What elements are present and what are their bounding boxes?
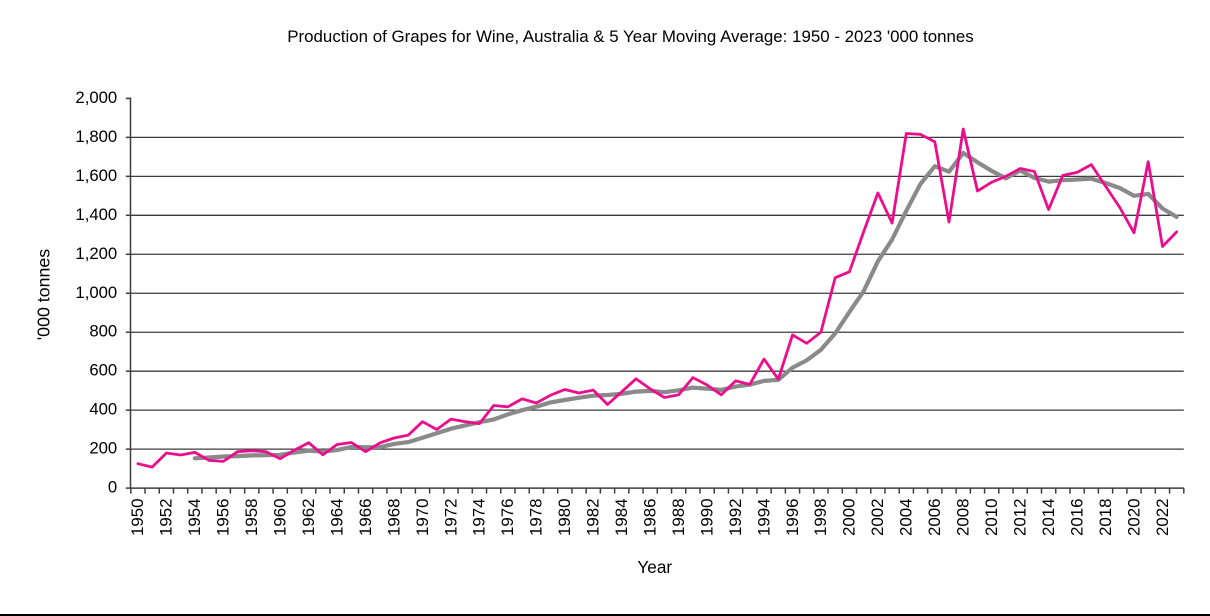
svg-text:2012: 2012 xyxy=(1011,498,1030,536)
svg-text:2010: 2010 xyxy=(982,498,1001,536)
svg-text:1996: 1996 xyxy=(783,498,802,536)
svg-text:200: 200 xyxy=(89,439,117,458)
svg-text:2000: 2000 xyxy=(840,498,859,536)
svg-text:1994: 1994 xyxy=(754,498,773,536)
svg-text:1950: 1950 xyxy=(128,498,147,536)
svg-text:2014: 2014 xyxy=(1039,498,1058,536)
svg-text:1978: 1978 xyxy=(527,498,546,536)
svg-text:1974: 1974 xyxy=(470,498,489,536)
svg-text:1960: 1960 xyxy=(271,498,290,536)
svg-text:1,200: 1,200 xyxy=(75,244,117,263)
svg-text:1,400: 1,400 xyxy=(75,205,117,224)
svg-text:1988: 1988 xyxy=(669,498,688,536)
svg-text:Year: Year xyxy=(637,557,672,577)
svg-text:1984: 1984 xyxy=(612,498,631,536)
svg-text:1954: 1954 xyxy=(185,498,204,536)
svg-text:2022: 2022 xyxy=(1153,498,1172,536)
svg-text:2008: 2008 xyxy=(954,498,973,536)
svg-text:1958: 1958 xyxy=(242,498,261,536)
svg-text:1,000: 1,000 xyxy=(75,283,117,302)
svg-text:2020: 2020 xyxy=(1124,498,1143,536)
svg-text:1982: 1982 xyxy=(584,498,603,536)
svg-text:1966: 1966 xyxy=(356,498,375,536)
svg-text:2,000: 2,000 xyxy=(75,88,117,107)
svg-text:1976: 1976 xyxy=(498,498,517,536)
svg-text:Production of Grapes for Wine,: Production of Grapes for Wine, Australia… xyxy=(287,27,973,46)
svg-text:2016: 2016 xyxy=(1067,498,1086,536)
svg-text:1,800: 1,800 xyxy=(75,127,117,146)
svg-text:2002: 2002 xyxy=(868,498,887,536)
svg-text:1956: 1956 xyxy=(214,498,233,536)
svg-text:400: 400 xyxy=(89,400,117,419)
svg-text:1986: 1986 xyxy=(641,498,660,536)
svg-text:1968: 1968 xyxy=(384,498,403,536)
svg-text:'000 tonnes: '000 tonnes xyxy=(34,249,54,340)
svg-text:2004: 2004 xyxy=(897,498,916,536)
svg-text:1952: 1952 xyxy=(157,498,176,536)
svg-text:2006: 2006 xyxy=(925,498,944,536)
svg-text:1972: 1972 xyxy=(441,498,460,536)
svg-text:0: 0 xyxy=(108,478,117,497)
svg-text:800: 800 xyxy=(89,322,117,341)
svg-text:1970: 1970 xyxy=(413,498,432,536)
svg-text:1992: 1992 xyxy=(726,498,745,536)
svg-text:1,600: 1,600 xyxy=(75,166,117,185)
svg-text:1990: 1990 xyxy=(697,498,716,536)
svg-text:1980: 1980 xyxy=(555,498,574,536)
svg-text:1964: 1964 xyxy=(327,498,346,536)
svg-text:600: 600 xyxy=(89,361,117,380)
svg-text:2018: 2018 xyxy=(1096,498,1115,536)
svg-text:1998: 1998 xyxy=(811,498,830,536)
svg-text:1962: 1962 xyxy=(299,498,318,536)
